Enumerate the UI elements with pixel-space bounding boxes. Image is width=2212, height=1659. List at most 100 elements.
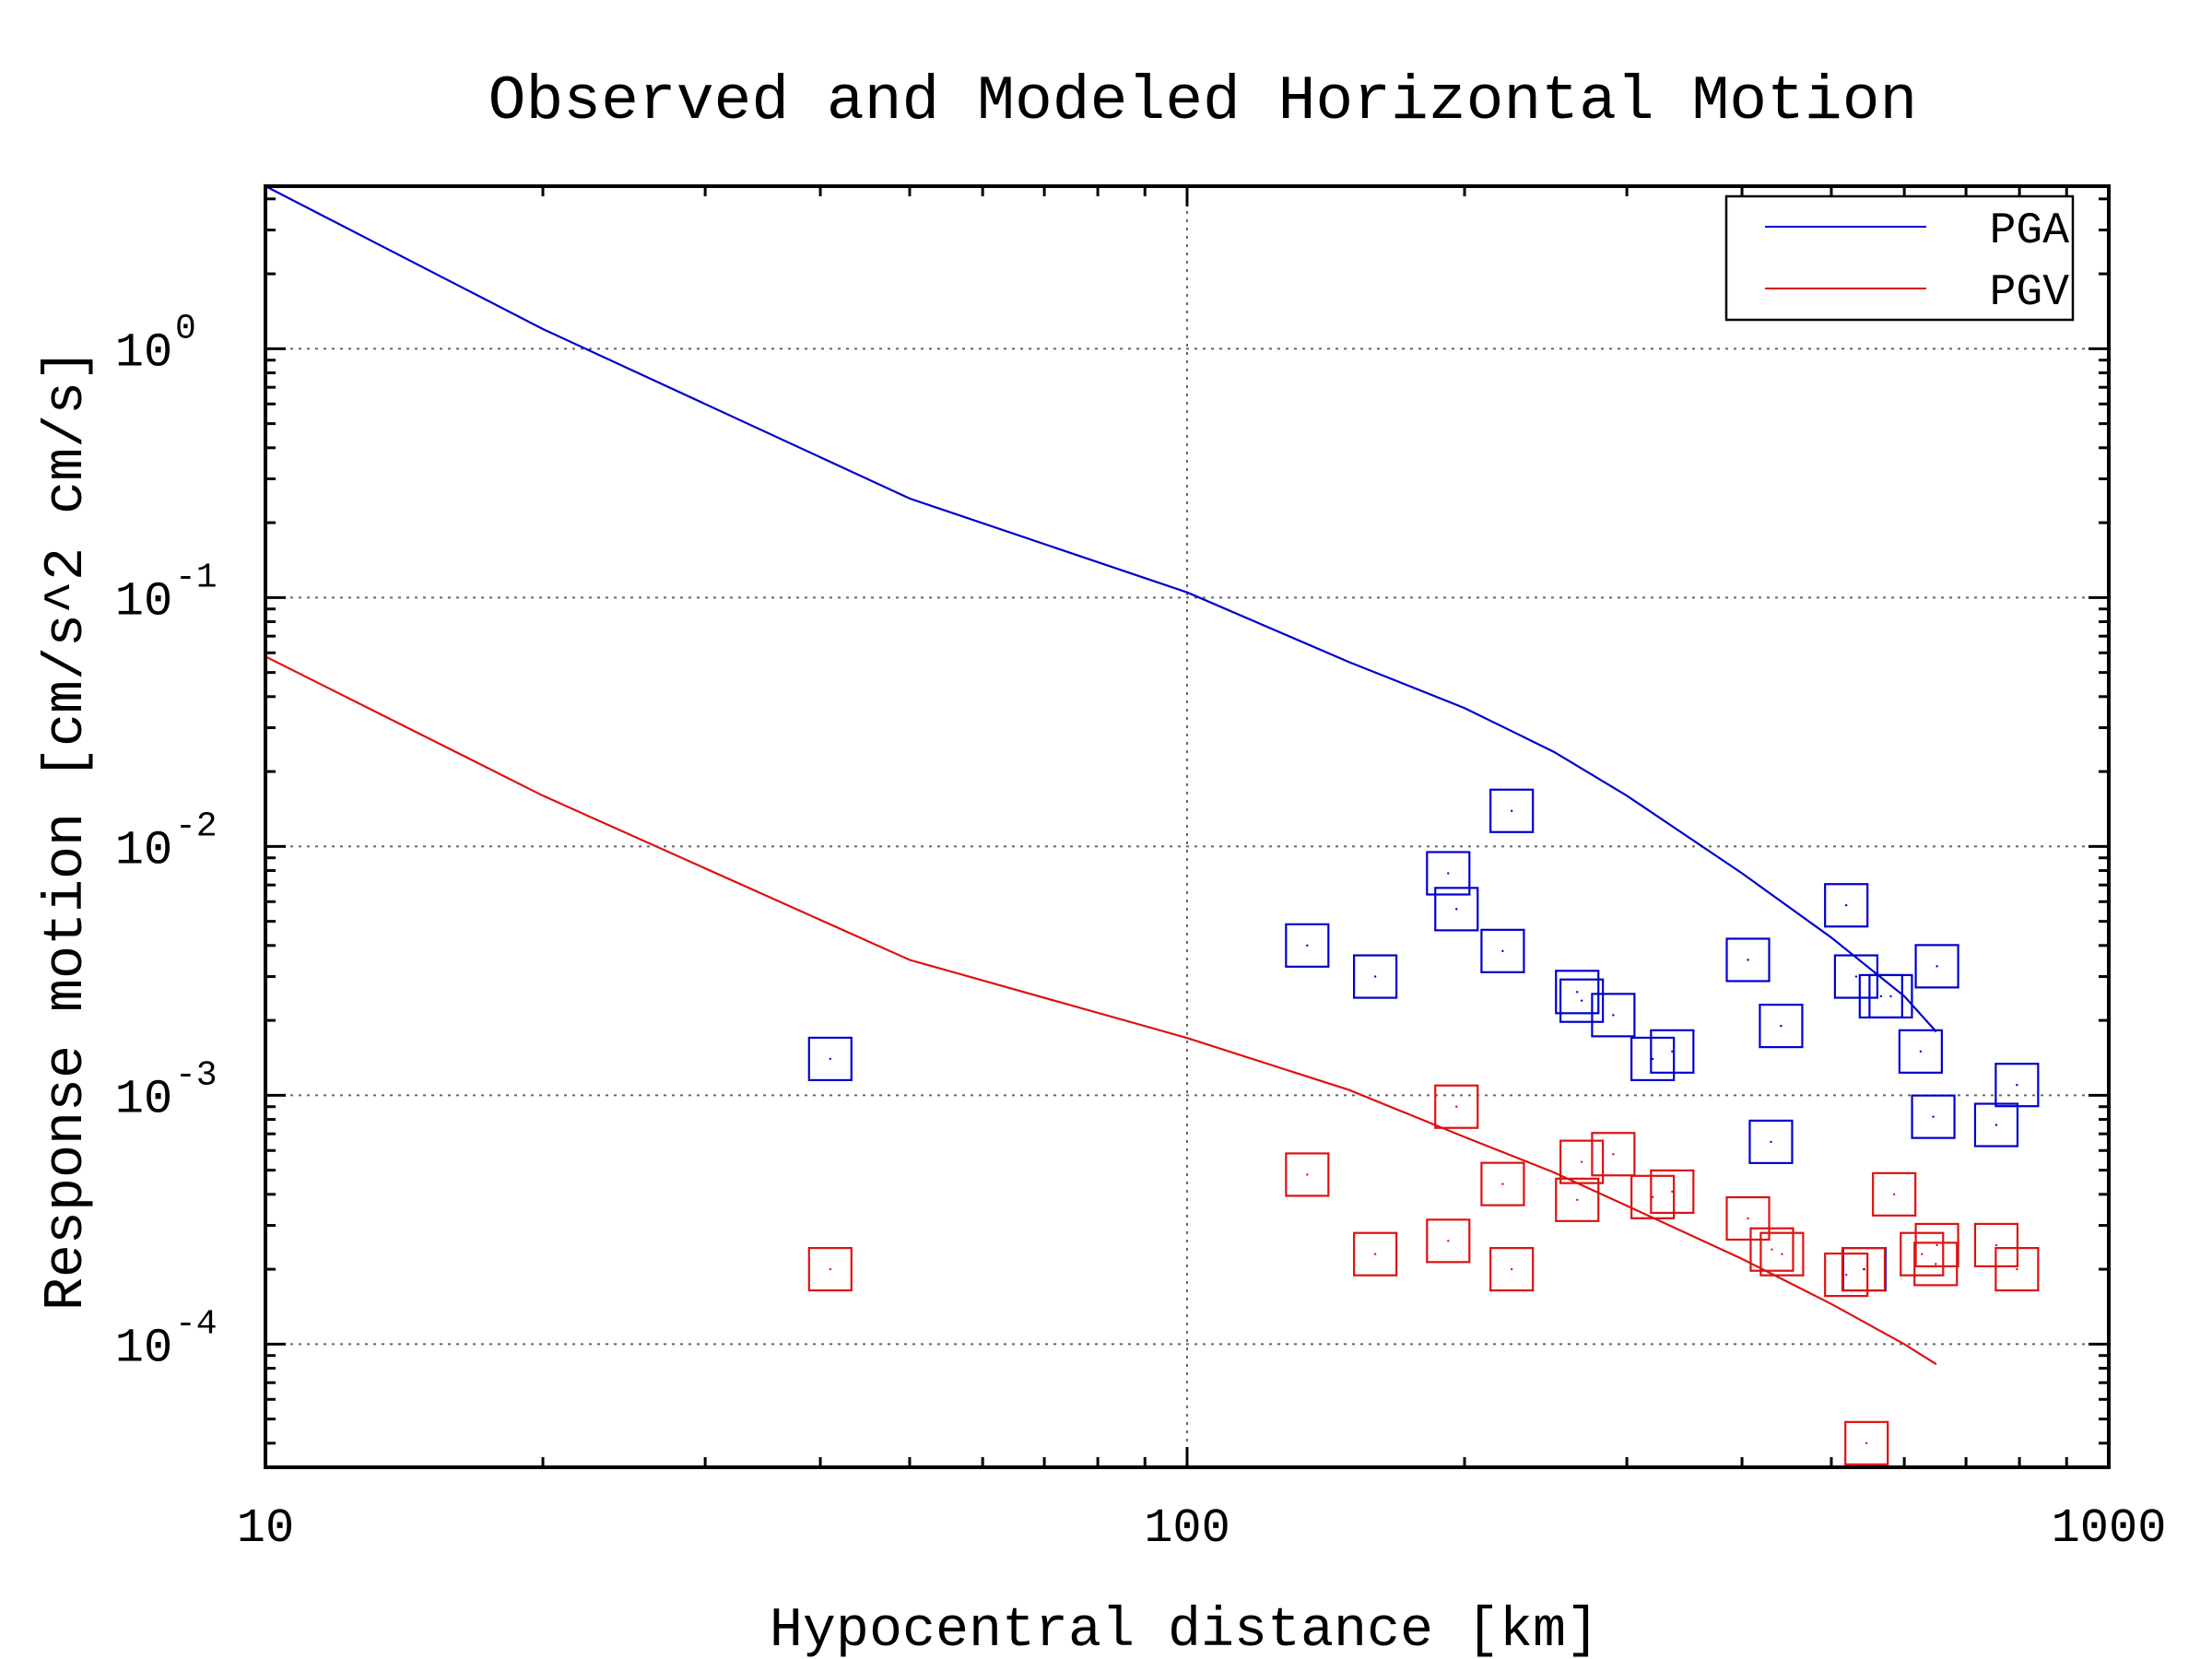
data-point-2-1 (1285, 923, 1330, 968)
data-point-dot-2-13 (1780, 1024, 1783, 1028)
data-point-3-12 (1725, 1195, 1771, 1241)
data-point-3-11 (1650, 1169, 1695, 1215)
data-point-3-3 (1426, 1218, 1471, 1264)
data-point-3-8 (1559, 1139, 1605, 1184)
data-point-dot-3-11 (1671, 1190, 1674, 1194)
data-point-dot-2-6 (1510, 809, 1513, 812)
data-point-2-13 (1759, 1004, 1804, 1049)
data-point-dot-3-20 (1935, 1263, 1937, 1265)
data-point-dot-2-10 (1651, 1057, 1654, 1061)
data-point-dot-3-18 (1892, 1193, 1896, 1196)
grid-lines (265, 186, 2109, 1467)
data-point-dot-3-16 (1862, 1267, 1865, 1271)
series-layer (265, 185, 2040, 1465)
data-point-dot-3-12 (1747, 1217, 1749, 1220)
data-point-3-15 (1824, 1253, 1869, 1298)
legend-label-pga: PGA (1990, 206, 2070, 256)
data-point-2-12 (1725, 937, 1771, 982)
data-point-dot-2-15 (1844, 904, 1848, 907)
data-point-dot-3-2 (1373, 1253, 1377, 1255)
data-point-3-17 (1844, 1420, 1889, 1465)
data-point-3-0 (807, 1247, 853, 1292)
data-point-2-5 (1480, 928, 1525, 973)
data-point-3-7 (1555, 1177, 1600, 1222)
data-point-3-23 (1994, 1247, 2040, 1292)
y-tick-label-3: 10 (115, 574, 172, 629)
y-tick-exponent-1: -3 (175, 1055, 218, 1095)
legend: PGA PGV (1724, 194, 2075, 322)
data-point-dot-3-7 (1576, 1198, 1579, 1202)
data-point-dot-3-15 (1844, 1273, 1848, 1277)
data-point-3-4 (1434, 1084, 1479, 1129)
data-point-3-1 (1285, 1152, 1330, 1197)
data-point-dot-3-4 (1455, 1105, 1458, 1108)
data-point-2-21 (1911, 1094, 1956, 1139)
data-point-2-2 (1353, 954, 1398, 999)
y-axis-label: Response motion [cm/s^2 cm/s] (36, 348, 99, 1311)
y-tick-exponent-0: -4 (175, 1304, 218, 1344)
data-point-dot-3-17 (1865, 1441, 1868, 1445)
x-tick-label-0: 10 (237, 1501, 294, 1556)
data-point-2-20 (1914, 944, 1959, 989)
y-tick-exponent-2: -2 (175, 806, 218, 846)
data-point-dot-2-11 (1671, 1050, 1674, 1053)
data-point-3-2 (1353, 1231, 1398, 1277)
data-point-dot-3-1 (1306, 1173, 1309, 1176)
data-point-2-8 (1559, 978, 1605, 1023)
data-point-2-15 (1824, 883, 1869, 928)
data-point-dot-3-13 (1771, 1248, 1773, 1251)
data-point-dot-3-6 (1510, 1267, 1513, 1271)
data-point-3-9 (1591, 1132, 1636, 1177)
data-point-dot-3-10 (1651, 1195, 1654, 1198)
data-point-3-18 (1872, 1171, 1917, 1217)
data-point-dot-3-3 (1447, 1240, 1450, 1242)
data-point-dot-2-21 (1932, 1115, 1935, 1118)
y-tick-label-0: 10 (115, 1321, 172, 1375)
series-line-pgv (265, 655, 1937, 1366)
data-point-dot-2-18 (1879, 994, 1883, 998)
data-point-dot-2-20 (1936, 965, 1938, 968)
data-point-dot-2-3 (1447, 872, 1450, 875)
data-point-3-14 (1759, 1231, 1805, 1277)
data-point-2-14 (1748, 1119, 1794, 1164)
data-point-2-10 (1630, 1036, 1676, 1082)
data-point-3-13 (1749, 1227, 1794, 1272)
data-point-2-18 (1858, 973, 1903, 1019)
data-point-3-10 (1630, 1174, 1676, 1219)
y-tick-label-4: 10 (115, 325, 172, 380)
y-tick-label-1: 10 (115, 1072, 172, 1126)
data-point-dot-2-5 (1501, 949, 1504, 953)
y-tick-exponent-3: -1 (175, 558, 218, 597)
data-point-dot-2-2 (1373, 975, 1377, 978)
data-point-2-7 (1555, 970, 1600, 1015)
data-point-dot-3-21 (1936, 1243, 1938, 1247)
data-point-dot-3-0 (829, 1267, 831, 1271)
data-point-2-16 (1833, 954, 1879, 999)
data-point-dot-3-8 (1580, 1160, 1583, 1163)
data-point-dot-2-16 (1854, 975, 1858, 978)
data-point-dot-2-4 (1455, 908, 1458, 911)
data-point-3-19 (1900, 1231, 1945, 1277)
series-line-pga (265, 185, 1937, 1033)
y-tick-exponent-4: 0 (175, 309, 196, 348)
y-tick-label-2: 10 (115, 823, 172, 877)
data-point-dot-2-12 (1747, 959, 1749, 961)
data-point-2-11 (1650, 1029, 1695, 1074)
data-point-dot-3-23 (2016, 1267, 2018, 1271)
data-point-2-4 (1434, 887, 1479, 932)
data-point-dot-2-8 (1580, 999, 1583, 1002)
legend-box (1724, 194, 2075, 322)
x-axis-label: Hypocentral distance [km] (770, 1600, 1599, 1659)
data-point-dot-2-1 (1306, 944, 1309, 947)
data-point-dot-3-5 (1501, 1182, 1504, 1185)
data-point-dot-2-17 (1889, 994, 1892, 998)
x-tick-label-1: 100 (1144, 1501, 1230, 1556)
plot-frame (264, 184, 2111, 1469)
legend-label-pgv: PGV (1990, 268, 2070, 318)
data-point-2-6 (1489, 788, 1535, 833)
data-point-2-9 (1591, 993, 1636, 1038)
data-point-2-23 (1994, 1063, 2040, 1108)
data-point-dot-2-14 (1770, 1140, 1772, 1144)
chart-title: Observed and Modeled Horizontal Motion (488, 66, 1918, 137)
